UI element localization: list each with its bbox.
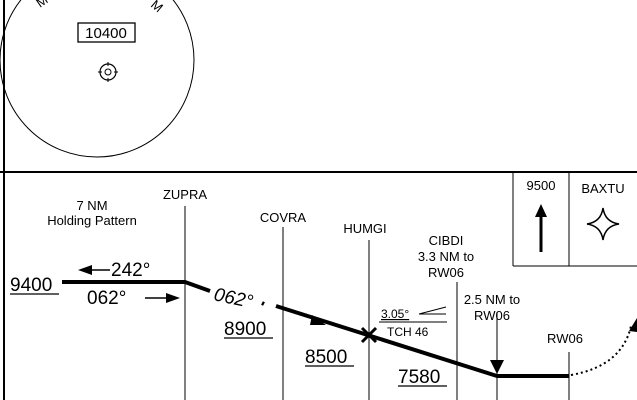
course-final: 062° <box>212 284 255 313</box>
fix-cibdi: CIBDI <box>429 233 464 248</box>
glidepath-tch: TCH 46 <box>387 325 429 339</box>
outbound-arrow-head <box>78 265 92 275</box>
msa-circle-group: M M 10400 <box>0 0 195 158</box>
fix-baxtu: BAXTU <box>581 181 624 196</box>
altitude-holding: 9400 <box>10 275 52 296</box>
msa-arc-label-right: M <box>148 0 166 15</box>
inbound-arrow-head <box>166 293 180 303</box>
fix-humgi: HUMGI <box>343 221 386 236</box>
course-outbound: 242° <box>111 260 150 281</box>
navaid-icon <box>98 62 118 82</box>
fix-covra: COVRA <box>260 210 307 225</box>
fix-zupra: ZUPRA <box>163 187 207 202</box>
rw06-distance-line2: RW06 <box>474 308 510 323</box>
descent-path <box>62 280 211 293</box>
msa-circle <box>0 0 195 158</box>
rw06-down-arrow-icon <box>490 360 504 374</box>
missed-approach-arrow-head <box>629 318 637 332</box>
waypoint-icon <box>586 207 620 241</box>
cibdi-distance-line1: 3.3 NM to <box>418 249 474 264</box>
msa-altitude-box <box>77 22 136 43</box>
rw06-distance-line1: 2.5 NM to <box>464 292 520 307</box>
faf-cross-icon <box>360 326 378 344</box>
missed-approach-box <box>512 172 637 267</box>
altitude-zupra-covra: 8900 <box>224 319 266 340</box>
altitude-covra-humgi: 8500 <box>305 347 347 368</box>
final-course-arrow-head <box>310 315 326 325</box>
altitude-cibdi: 7580 <box>398 367 440 388</box>
cibdi-distance-line2: RW06 <box>428 265 464 280</box>
runway-label: RW06 <box>547 331 583 346</box>
climb-arrow-icon <box>535 204 547 217</box>
missed-altitude: 9500 <box>527 178 556 193</box>
glideslope-icon <box>418 306 447 315</box>
holding-pattern-label: Holding Pattern <box>47 213 137 228</box>
msa-altitude: 10400 <box>85 25 127 42</box>
holding-distance: 7 NM <box>76 198 107 213</box>
course-inbound: 062° <box>87 288 126 309</box>
final-course-dot <box>261 301 265 306</box>
msa-arc-label-left: M <box>33 0 50 10</box>
glidepath-angle: 3.05° <box>381 307 409 321</box>
